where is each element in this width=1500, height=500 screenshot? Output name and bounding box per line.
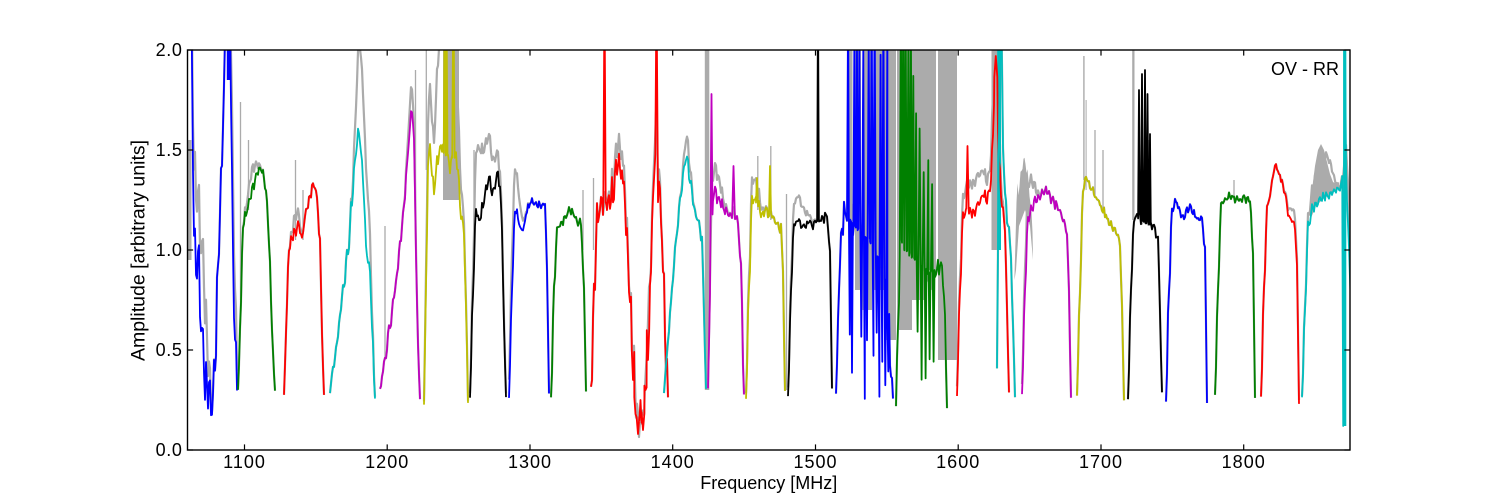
svg-text:1100: 1100 [223, 452, 266, 472]
svg-text:1500: 1500 [793, 452, 837, 472]
svg-text:1700: 1700 [1079, 452, 1123, 472]
svg-text:1200: 1200 [365, 452, 409, 472]
svg-text:1800: 1800 [1222, 452, 1266, 472]
svg-text:1300: 1300 [508, 452, 552, 472]
svg-text:Frequency [MHz]: Frequency [MHz] [700, 473, 837, 493]
svg-text:OV - RR: OV - RR [1271, 59, 1339, 79]
svg-text:1400: 1400 [651, 452, 695, 472]
svg-text:1600: 1600 [936, 452, 980, 472]
svg-text:2.0: 2.0 [156, 40, 183, 60]
svg-text:0.5: 0.5 [156, 340, 183, 360]
svg-text:Amplitude [arbitrary units]: Amplitude [arbitrary units] [128, 140, 150, 361]
svg-text:1.0: 1.0 [156, 240, 183, 260]
svg-text:0.0: 0.0 [156, 440, 183, 460]
svg-text:1.5: 1.5 [156, 140, 183, 160]
